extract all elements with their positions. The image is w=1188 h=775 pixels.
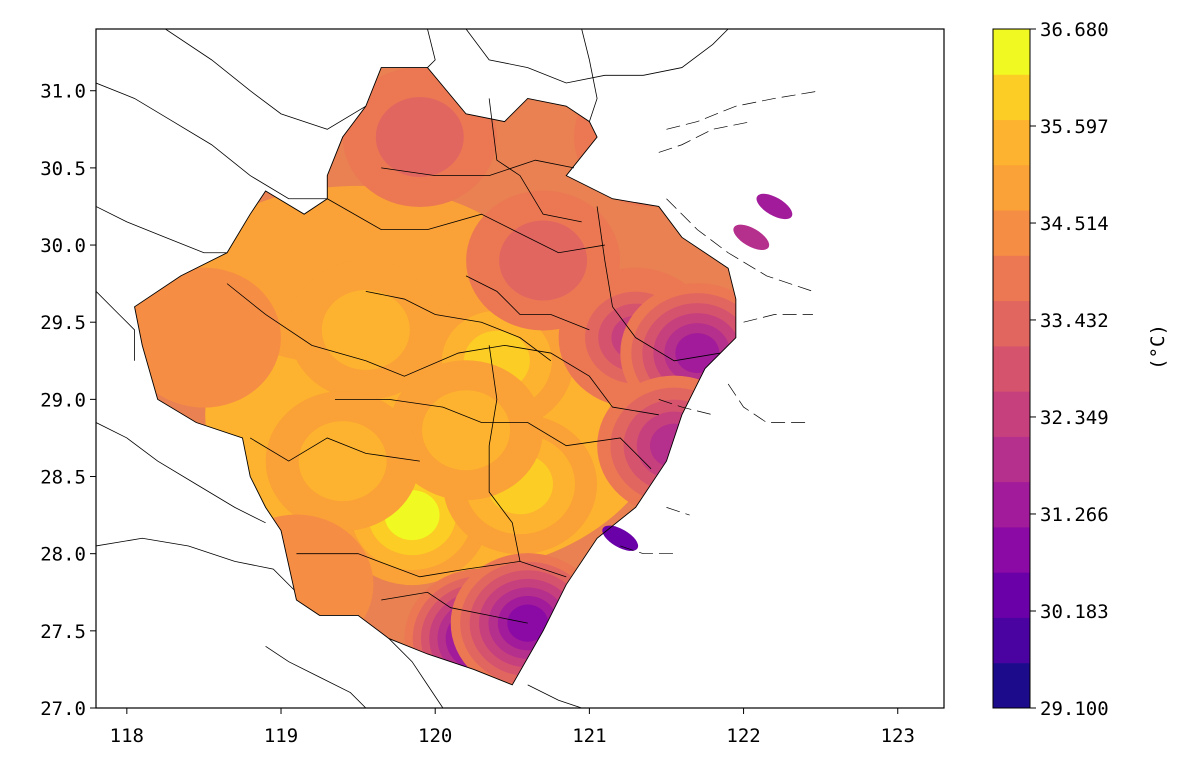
- county-boundary-line: [296, 553, 567, 578]
- outer-boundary-line: [265, 645, 367, 708]
- x-tick-label: 122: [726, 725, 760, 747]
- y-tick-label: 30.0: [40, 235, 86, 257]
- contour-level: [321, 289, 410, 370]
- sea-boundary-line: [743, 314, 813, 323]
- sea-boundary-line: [658, 399, 713, 416]
- x-tick-label: 121: [572, 725, 606, 747]
- contour-level: [422, 390, 511, 471]
- outer-boundary-line: [581, 29, 598, 122]
- sea-boundary-line: [658, 121, 752, 153]
- outer-boundary-line: [96, 206, 228, 254]
- county-boundary-line: [327, 198, 605, 254]
- colorbar-swatch: [993, 119, 1030, 166]
- contour-level: [219, 514, 374, 655]
- contour-level: [607, 97, 696, 178]
- x-tick-label: 118: [110, 725, 144, 747]
- y-tick-label: 29.0: [40, 389, 86, 411]
- county-boundary-line: [488, 98, 582, 223]
- y-tick-label: 27.5: [40, 621, 86, 643]
- x-tick-label: 119: [264, 725, 298, 747]
- colorbar-tick-label: 35.597: [1040, 116, 1109, 138]
- county-boundary-line: [465, 275, 590, 331]
- sea-boundary-line: [620, 545, 675, 555]
- map-plot-area: [96, 29, 821, 708]
- colorbar-swatch: [993, 74, 1030, 121]
- outer-boundary-line: [427, 29, 436, 68]
- colorbar-frame: [992, 28, 1031, 709]
- sea-boundary-line: [666, 90, 821, 130]
- colorbar-swatch: [993, 526, 1030, 573]
- outer-boundary-line: [96, 537, 297, 593]
- sea-boundary-line: [666, 507, 690, 516]
- colorbar-swatch: [993, 436, 1030, 483]
- island-fill: [756, 193, 793, 220]
- x-axis: 118 119 120 121 122 123: [110, 708, 915, 747]
- colorbar-tick-label: 29.100: [1040, 698, 1109, 720]
- outer-boundary-line: [96, 82, 328, 200]
- colorbar-label: (°C): [1147, 324, 1169, 370]
- outer-boundary-line: [96, 291, 135, 361]
- county-boundary-line: [488, 345, 521, 562]
- outer-boundary-line: [527, 684, 582, 708]
- colorbar-tick-label: 33.432: [1040, 310, 1109, 332]
- y-tick-label: 30.5: [40, 158, 86, 180]
- x-tick-label: 120: [418, 725, 452, 747]
- colorbar-swatch: [993, 572, 1030, 618]
- y-tick-label: 29.5: [40, 312, 86, 334]
- colorbar-swatch: [993, 255, 1030, 302]
- colorbar-swatch: [993, 29, 1030, 75]
- province-outline: [134, 67, 737, 686]
- county-boundary-line: [226, 283, 659, 416]
- island-fill: [602, 525, 639, 551]
- sea-boundary-line: [666, 198, 814, 292]
- county-boundary-line: [381, 159, 575, 177]
- county-boundary-line: [334, 398, 652, 470]
- colorbar-swatch: [993, 345, 1030, 392]
- colorbar: 29.100 30.183 31.266 32.349 33.432 34.514 35.5…: [992, 19, 1109, 720]
- outer-boundary-line: [165, 29, 367, 130]
- contour-level: [675, 333, 720, 374]
- contour-level: [499, 220, 588, 301]
- colorbar-tick-label: 36.680: [1040, 19, 1109, 41]
- colorbar-tick-label: 30.183: [1040, 601, 1109, 623]
- island-fill: [733, 224, 770, 251]
- colorbar-swatch: [993, 481, 1030, 528]
- colorbar-swatch: [993, 391, 1030, 437]
- y-axis: 27.0 27.5 28.0 28.5 29.0 29.5 30.0 30.5 31.0: [40, 81, 96, 720]
- county-boundary-line: [365, 290, 552, 362]
- x-tick-label: 123: [881, 725, 915, 747]
- county-boundary-line: [381, 591, 528, 624]
- y-tick-label: 28.0: [40, 544, 86, 566]
- county-boundary-line: [596, 206, 721, 362]
- contour-level: [375, 97, 464, 178]
- colorbar-tick-label: 32.349: [1040, 407, 1109, 429]
- colorbar-swatch: [993, 662, 1030, 709]
- county-boundary-line: [249, 437, 420, 462]
- colorbar-tick-label: 34.514: [1040, 213, 1109, 235]
- y-tick-label: 27.0: [40, 698, 86, 720]
- contour-level: [134, 267, 281, 408]
- axes-frame: [95, 28, 945, 709]
- outer-boundary-line: [388, 638, 444, 708]
- contour-fills: [134, 67, 736, 685]
- colorbar-swatch: [993, 300, 1030, 347]
- contour-level: [649, 423, 699, 468]
- outer-boundary-line: [96, 422, 266, 524]
- colorbar-swatch: [993, 210, 1030, 256]
- contour-level: [298, 421, 387, 502]
- contour-level: [636, 411, 712, 480]
- y-tick-label: 31.0: [40, 81, 86, 103]
- colorbar-tick-label: 31.266: [1040, 504, 1109, 526]
- outer-boundary-line: [465, 29, 729, 84]
- colorbar-swatch: [993, 617, 1030, 664]
- sea-boundary-line: [727, 383, 806, 423]
- y-tick-label: 28.5: [40, 467, 86, 489]
- colorbar-swatch: [993, 164, 1030, 211]
